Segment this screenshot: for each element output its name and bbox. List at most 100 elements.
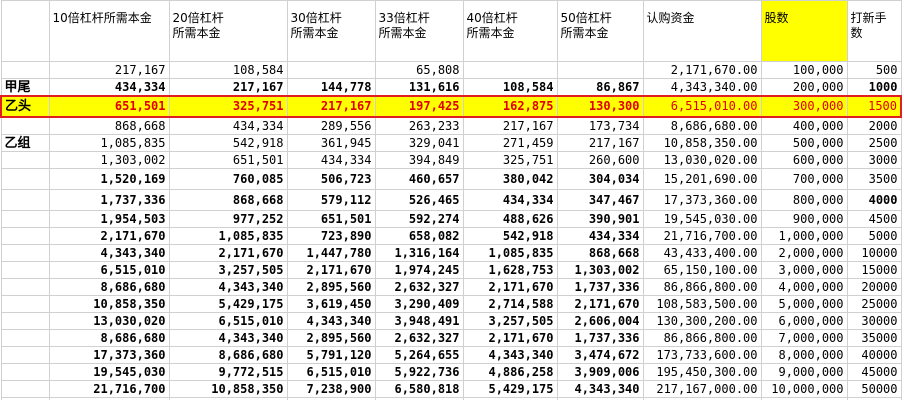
cell[interactable]: 390,901 bbox=[556, 210, 644, 228]
cell[interactable]: 217,167 bbox=[462, 116, 558, 135]
cell[interactable]: 130,300,200.00 bbox=[642, 312, 762, 330]
cell[interactable]: 2000 bbox=[846, 116, 902, 135]
row-label[interactable] bbox=[0, 278, 50, 296]
row-label[interactable] bbox=[0, 295, 50, 313]
cell[interactable]: 260,600 bbox=[556, 151, 644, 169]
cell[interactable]: 1,085,835 bbox=[462, 244, 558, 262]
cell[interactable]: 6,515,010 bbox=[286, 363, 376, 381]
cell[interactable]: 488,626 bbox=[462, 210, 558, 228]
cell[interactable]: 8,686,680.00 bbox=[642, 116, 762, 135]
cell[interactable]: 868,668 bbox=[168, 189, 288, 211]
cell[interactable]: 700,000 bbox=[760, 168, 848, 190]
cell[interactable]: 651,501 bbox=[168, 151, 288, 169]
cell[interactable]: 2,714,588 bbox=[462, 295, 558, 313]
cell[interactable] bbox=[462, 61, 558, 79]
cell[interactable]: 2500 bbox=[846, 134, 902, 152]
cell[interactable]: 2,171,670 bbox=[556, 295, 644, 313]
cell[interactable]: 1,954,503 bbox=[48, 210, 170, 228]
cell[interactable]: 5,429,175 bbox=[462, 380, 558, 398]
cell[interactable]: 8,686,680 bbox=[48, 278, 170, 296]
cell[interactable]: 304,034 bbox=[556, 168, 644, 190]
cell[interactable]: 2,171,670 bbox=[286, 261, 376, 279]
row-label[interactable]: 乙组 bbox=[0, 134, 50, 152]
cell[interactable]: 434,334 bbox=[286, 151, 376, 169]
cell[interactable]: 217,167 bbox=[286, 95, 376, 118]
cell[interactable]: 10,000,000 bbox=[760, 380, 848, 398]
cell[interactable]: 1,447,780 bbox=[286, 244, 376, 262]
cell[interactable]: 329,041 bbox=[374, 134, 464, 152]
cell[interactable]: 3,290,409 bbox=[374, 295, 464, 313]
cell[interactable]: 2,606,004 bbox=[556, 312, 644, 330]
cell[interactable]: 325,751 bbox=[168, 95, 288, 118]
cell[interactable]: 股数 bbox=[760, 0, 848, 62]
cell[interactable]: 173,734 bbox=[556, 116, 644, 135]
cell[interactable]: 100,000 bbox=[760, 61, 848, 79]
cell[interactable]: 5,922,736 bbox=[374, 363, 464, 381]
cell[interactable]: 108,584 bbox=[462, 78, 558, 97]
cell[interactable]: 108,584 bbox=[168, 61, 288, 79]
row-label[interactable] bbox=[0, 312, 50, 330]
cell[interactable]: 131,616 bbox=[374, 78, 464, 97]
cell[interactable]: 10,858,350.00 bbox=[642, 134, 762, 152]
cell[interactable]: 认购资金 bbox=[642, 0, 762, 62]
cell[interactable]: 10,858,350 bbox=[168, 380, 288, 398]
cell[interactable]: 1,303,002 bbox=[48, 151, 170, 169]
cell[interactable]: 19,545,030.00 bbox=[642, 210, 762, 228]
cell[interactable]: 45000 bbox=[846, 363, 902, 381]
cell[interactable]: 2,171,670 bbox=[462, 329, 558, 347]
cell[interactable]: 380,042 bbox=[462, 168, 558, 190]
cell[interactable]: 217,167 bbox=[556, 134, 644, 152]
cell[interactable]: 500 bbox=[846, 61, 902, 79]
cell[interactable]: 5000 bbox=[846, 227, 902, 245]
cell[interactable]: 3000 bbox=[846, 151, 902, 169]
cell[interactable] bbox=[556, 61, 644, 79]
row-label[interactable]: 甲尾 bbox=[0, 78, 50, 97]
cell[interactable]: 542,918 bbox=[168, 134, 288, 152]
cell[interactable]: 1500 bbox=[846, 95, 902, 118]
cell[interactable]: 6,515,010.00 bbox=[642, 95, 762, 118]
cell[interactable]: 723,890 bbox=[286, 227, 376, 245]
cell[interactable]: 651,501 bbox=[48, 95, 170, 118]
cell[interactable]: 300,000 bbox=[760, 95, 848, 118]
cell[interactable]: 600,000 bbox=[760, 151, 848, 169]
cell[interactable]: 1,316,164 bbox=[374, 244, 464, 262]
cell[interactable]: 15,201,690.00 bbox=[642, 168, 762, 190]
cell[interactable]: 868,668 bbox=[48, 116, 170, 135]
cell[interactable]: 4,343,340 bbox=[168, 278, 288, 296]
cell[interactable]: 289,556 bbox=[286, 116, 376, 135]
cell[interactable] bbox=[286, 61, 376, 79]
cell[interactable]: 2,171,670 bbox=[168, 244, 288, 262]
cell[interactable]: 162,875 bbox=[462, 95, 558, 118]
cell[interactable]: 6,000,000 bbox=[760, 312, 848, 330]
cell[interactable]: 5,264,655 bbox=[374, 346, 464, 364]
cell[interactable]: 20倍杠杆 所需本金 bbox=[168, 0, 288, 62]
cell[interactable]: 3,257,505 bbox=[168, 261, 288, 279]
cell[interactable]: 130,300 bbox=[556, 95, 644, 118]
cell[interactable]: 50倍杠杆 所需本金 bbox=[556, 0, 644, 62]
cell[interactable]: 325,751 bbox=[462, 151, 558, 169]
row-label[interactable] bbox=[0, 329, 50, 347]
cell[interactable]: 3,619,450 bbox=[286, 295, 376, 313]
cell[interactable]: 40倍杠杆 所需本金 bbox=[462, 0, 558, 62]
cell[interactable]: 2,171,670.00 bbox=[642, 61, 762, 79]
cell[interactable]: 1,000,000 bbox=[760, 227, 848, 245]
cell[interactable]: 15000 bbox=[846, 261, 902, 279]
row-label[interactable] bbox=[0, 210, 50, 228]
cell[interactable]: 651,501 bbox=[286, 210, 376, 228]
row-label[interactable] bbox=[0, 151, 50, 169]
cell[interactable]: 3,257,505 bbox=[462, 312, 558, 330]
cell[interactable]: 30倍杠杆 所需本金 bbox=[286, 0, 376, 62]
cell[interactable]: 197,425 bbox=[374, 95, 464, 118]
cell[interactable]: 400,000 bbox=[760, 116, 848, 135]
cell[interactable]: 173,733,600.00 bbox=[642, 346, 762, 364]
cell[interactable]: 1000 bbox=[846, 78, 902, 97]
cell[interactable]: 6,515,010 bbox=[48, 261, 170, 279]
cell[interactable]: 6,515,010 bbox=[168, 312, 288, 330]
row-label[interactable] bbox=[0, 244, 50, 262]
cell[interactable]: 4,343,340 bbox=[462, 346, 558, 364]
cell[interactable]: 868,668 bbox=[556, 244, 644, 262]
cell[interactable]: 33倍杠杆 所需本金 bbox=[374, 0, 464, 62]
cell[interactable]: 8,686,680 bbox=[168, 346, 288, 364]
cell[interactable]: 2,632,327 bbox=[374, 278, 464, 296]
cell[interactable]: 4,343,340 bbox=[286, 312, 376, 330]
